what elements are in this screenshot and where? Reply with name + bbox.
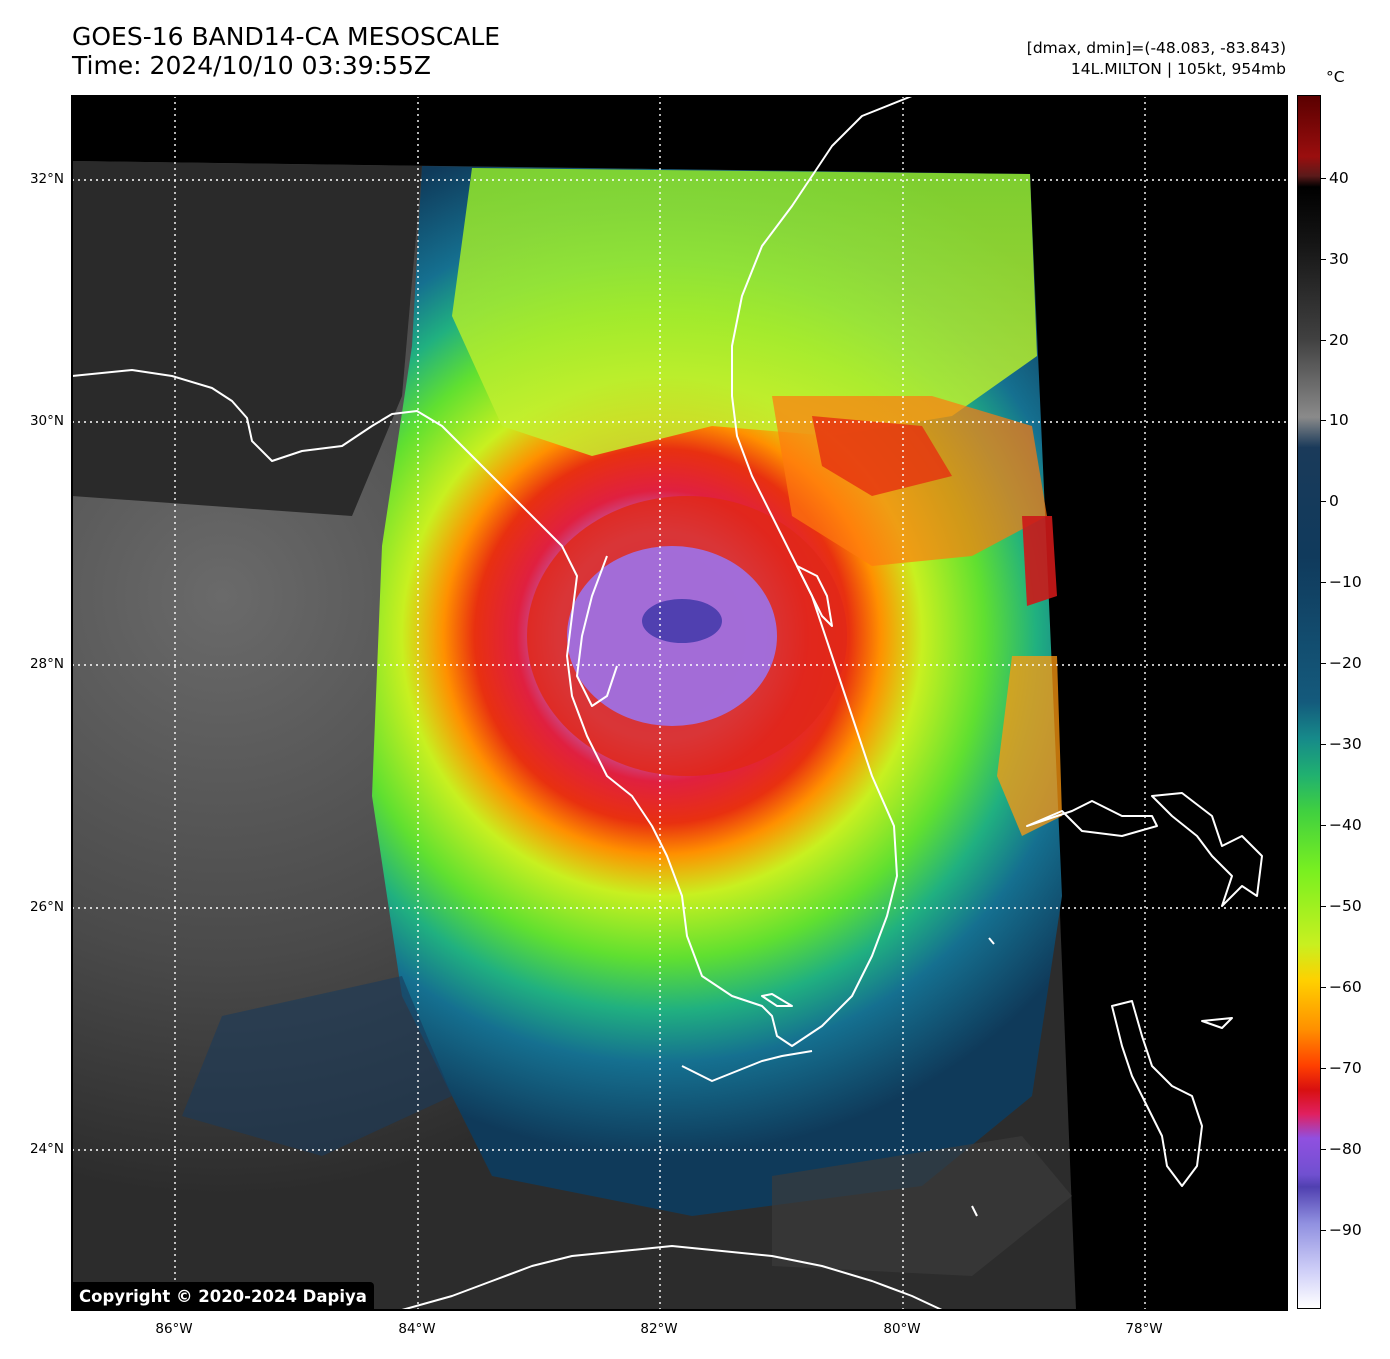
lon-label-82w: 82°W — [640, 1321, 678, 1337]
lat-label-32n: 32°N — [29, 171, 64, 187]
colorbar-tick — [1321, 501, 1326, 502]
temperature-colorbar — [1297, 95, 1321, 1309]
colorbar-label-0: 0 — [1329, 492, 1339, 510]
colorbar-tick — [1321, 420, 1326, 421]
storm-intensity-readout: 14L.MILTON | 105kt, 954mb — [1070, 60, 1286, 78]
colorbar-unit: °C — [1326, 68, 1345, 86]
lat-label-26n: 26°N — [29, 899, 64, 915]
lat-label-28n: 28°N — [29, 656, 64, 672]
colorbar-label-minus20: −20 — [1329, 654, 1362, 672]
colorbar-tick — [1321, 1068, 1326, 1069]
colorbar-tick — [1321, 1149, 1326, 1150]
colorbar-tick — [1321, 744, 1326, 745]
colorbar-label-minus60: −60 — [1329, 978, 1362, 996]
colorbar-label-minus80: −80 — [1329, 1140, 1362, 1158]
colorbar-label-40: 40 — [1329, 169, 1349, 187]
colorbar-tick — [1321, 825, 1326, 826]
coastlines — [72, 96, 1263, 1310]
colorbar-label-10: 10 — [1329, 411, 1349, 429]
lat-label-30n: 30°N — [29, 413, 64, 429]
colorbar-tick — [1321, 340, 1326, 341]
colorbar-tick — [1321, 1230, 1326, 1231]
dmax-dmin-readout: [dmax, dmin]=(-48.083, -83.843) — [1026, 39, 1286, 57]
lon-label-86w: 86°W — [155, 1321, 193, 1337]
colorbar-label-minus40: −40 — [1329, 816, 1362, 834]
colorbar-label-minus30: −30 — [1329, 735, 1362, 753]
lon-label-78w: 78°W — [1125, 1321, 1163, 1337]
colorbar-tick — [1321, 987, 1326, 988]
satellite-image — [72, 96, 1287, 1310]
colorbar-label-20: 20 — [1329, 331, 1349, 349]
colorbar-label-minus50: −50 — [1329, 897, 1362, 915]
title-time: Time: 2024/10/10 03:39:55Z — [72, 51, 431, 80]
lon-label-84w: 84°W — [398, 1321, 436, 1337]
imagery-data-area — [72, 161, 1076, 1310]
colorbar-label-30: 30 — [1329, 250, 1349, 268]
colorbar-label-minus70: −70 — [1329, 1059, 1362, 1077]
satellite-map-panel: Copyright © 2020-2024 Dapiya — [71, 95, 1288, 1311]
colorbar-tick — [1321, 259, 1326, 260]
colorbar-label-minus10: −10 — [1329, 573, 1362, 591]
map-title: GOES-16 BAND14-CA MESOSCALE Time: 2024/1… — [72, 22, 500, 80]
storm-info: [dmax, dmin]=(-48.083, -83.843) 14L.MILT… — [1027, 38, 1286, 80]
copyright-notice: Copyright © 2020-2024 Dapiya — [72, 1282, 374, 1310]
colorbar-tick — [1321, 663, 1326, 664]
colorbar-tick — [1321, 906, 1326, 907]
lat-label-24n: 24°N — [29, 1141, 64, 1157]
graticule-grid — [72, 96, 1287, 1310]
colorbar-tick — [1321, 582, 1326, 583]
colorbar-tick — [1321, 178, 1326, 179]
lon-label-80w: 80°W — [883, 1321, 921, 1337]
title-product: GOES-16 BAND14-CA MESOSCALE — [72, 22, 501, 51]
colorbar-label-minus90: −90 — [1329, 1221, 1362, 1239]
